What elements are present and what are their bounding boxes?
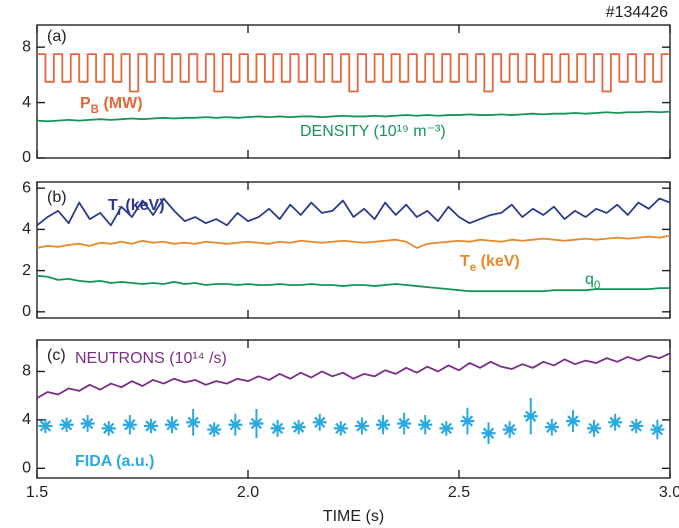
fida-point: [397, 417, 412, 430]
fida-point: [270, 422, 285, 435]
fida-point: [80, 417, 95, 430]
y-tick-label: 4: [22, 221, 31, 238]
series-label: Ti (keV): [108, 197, 165, 218]
fida-point: [228, 419, 243, 431]
series-label: Te (keV): [460, 253, 520, 274]
series-line: [36, 234, 671, 249]
fida-point: [165, 419, 180, 431]
y-tick-label: 6: [22, 179, 31, 196]
fida-point: [333, 422, 348, 435]
fida-point: [38, 420, 53, 432]
fida-point: [439, 422, 454, 435]
fida-point: [460, 415, 475, 427]
fida-point: [186, 416, 201, 428]
fida-point: [312, 416, 327, 428]
x-tick-label: 2.5: [448, 484, 470, 501]
fida-point: [207, 423, 222, 436]
panel-label: (a): [47, 28, 67, 45]
series-line: [36, 197, 671, 227]
series-label: PB (MW): [80, 95, 143, 116]
y-tick-label: 8: [22, 38, 31, 55]
fida-point: [376, 419, 391, 431]
plot-frame: [36, 339, 671, 479]
fida-point: [565, 415, 580, 427]
chart-title: #134426: [606, 4, 668, 21]
fida-point: [101, 422, 116, 435]
panel-label: (b): [47, 189, 67, 206]
fida-point: [418, 419, 433, 431]
fida-point: [249, 417, 264, 430]
y-tick-label: 4: [22, 411, 31, 428]
y-tick-label: 0: [22, 460, 31, 477]
fida-point: [143, 420, 158, 432]
series-label: FIDA (a.u.): [75, 453, 154, 470]
panel-label: (c): [47, 347, 66, 364]
x-axis-label: TIME (s): [323, 508, 384, 525]
series-line: [36, 110, 671, 123]
fida-point: [608, 416, 623, 428]
series-line: [36, 352, 671, 399]
y-tick-label: 2: [22, 262, 31, 279]
x-tick-label: 3.0: [659, 484, 679, 501]
series-label: q0: [585, 271, 600, 292]
fida-point: [481, 427, 496, 439]
fida-point: [291, 421, 306, 433]
fida-point: [650, 423, 665, 436]
series-label: DENSITY (10¹⁹ m⁻³): [300, 123, 446, 140]
y-tick-label: 0: [22, 149, 31, 166]
series-line: [36, 274, 670, 293]
plot-frame: [36, 181, 671, 319]
y-tick-label: 8: [22, 363, 31, 380]
fida-point: [544, 421, 559, 433]
y-tick-label: 0: [22, 303, 31, 320]
x-tick-label: 1.5: [26, 484, 48, 501]
y-tick-label: 4: [22, 94, 31, 111]
fida-point: [59, 419, 74, 431]
fida-point: [354, 420, 369, 432]
fida-point: [122, 419, 137, 431]
fida-point: [523, 410, 538, 422]
fida-point: [629, 420, 644, 432]
fida-point: [587, 422, 602, 435]
fida-point: [502, 423, 517, 436]
x-tick-label: 2.0: [237, 484, 259, 501]
plot-frame: [36, 24, 671, 159]
series-label: NEUTRONS (10¹⁴ /s): [75, 350, 227, 367]
series-line: [37, 53, 670, 93]
